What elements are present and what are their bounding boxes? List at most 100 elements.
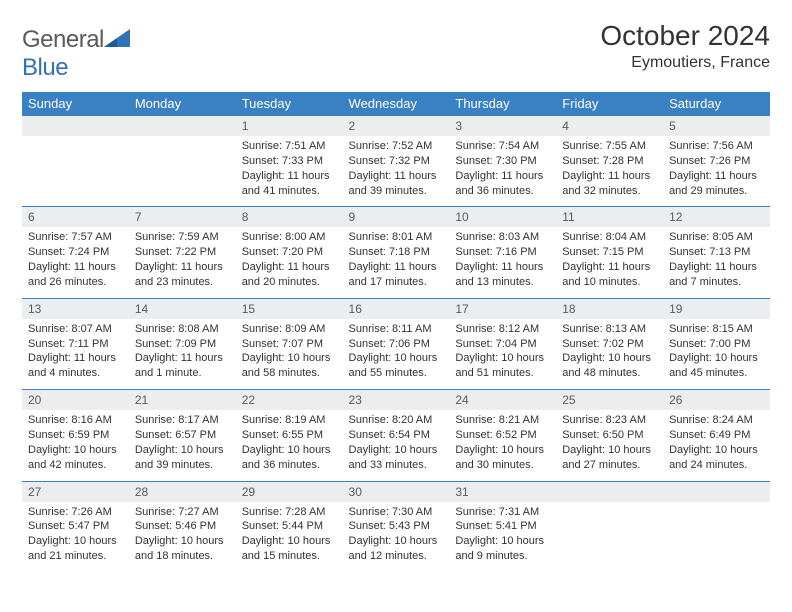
day-content-cell: Sunrise: 8:12 AMSunset: 7:04 PMDaylight:… [449,319,556,390]
day-number-cell: 8 [236,207,343,228]
brand-logo: GeneralBlue [22,20,130,82]
day-content-cell: Sunrise: 8:03 AMSunset: 7:16 PMDaylight:… [449,227,556,298]
day-content-cell: Sunrise: 8:04 AMSunset: 7:15 PMDaylight:… [556,227,663,298]
day-content-cell: Sunrise: 8:09 AMSunset: 7:07 PMDaylight:… [236,319,343,390]
day-content-row: Sunrise: 8:16 AMSunset: 6:59 PMDaylight:… [22,410,770,481]
day-content-cell: Sunrise: 8:21 AMSunset: 6:52 PMDaylight:… [449,410,556,481]
day-content-cell: Sunrise: 8:20 AMSunset: 6:54 PMDaylight:… [343,410,450,481]
day-content-cell: Sunrise: 7:26 AMSunset: 5:47 PMDaylight:… [22,502,129,572]
day-header: Friday [556,92,663,116]
day-number-cell [129,116,236,137]
day-number-cell [22,116,129,137]
day-header: Saturday [663,92,770,116]
day-number-cell: 12 [663,207,770,228]
day-number-cell: 6 [22,207,129,228]
month-title: October 2024 [600,20,770,52]
calendar-body: 12345Sunrise: 7:51 AMSunset: 7:33 PMDayl… [22,116,770,572]
day-number-cell: 31 [449,481,556,502]
day-content-cell: Sunrise: 8:16 AMSunset: 6:59 PMDaylight:… [22,410,129,481]
day-number-cell: 18 [556,298,663,319]
day-content-row: Sunrise: 7:57 AMSunset: 7:24 PMDaylight:… [22,227,770,298]
day-content-cell: Sunrise: 7:57 AMSunset: 7:24 PMDaylight:… [22,227,129,298]
day-header: Thursday [449,92,556,116]
day-number-cell: 24 [449,390,556,411]
day-number-row: 13141516171819 [22,298,770,319]
day-content-cell: Sunrise: 8:00 AMSunset: 7:20 PMDaylight:… [236,227,343,298]
day-header: Sunday [22,92,129,116]
calendar-head: SundayMondayTuesdayWednesdayThursdayFrid… [22,92,770,116]
day-content-cell: Sunrise: 8:05 AMSunset: 7:13 PMDaylight:… [663,227,770,298]
day-number-row: 2728293031 [22,481,770,502]
day-content-cell: Sunrise: 7:56 AMSunset: 7:26 PMDaylight:… [663,136,770,207]
day-content-cell: Sunrise: 8:08 AMSunset: 7:09 PMDaylight:… [129,319,236,390]
day-content-cell: Sunrise: 7:54 AMSunset: 7:30 PMDaylight:… [449,136,556,207]
title-block: October 2024 Eymoutiers, France [600,20,770,72]
day-number-cell: 26 [663,390,770,411]
day-number-cell: 2 [343,116,450,137]
day-number-cell: 27 [22,481,129,502]
day-content-cell: Sunrise: 8:13 AMSunset: 7:02 PMDaylight:… [556,319,663,390]
brand-part2: Blue [22,54,68,81]
location-label: Eymoutiers, France [600,54,770,72]
day-content-cell [556,502,663,572]
day-content-cell: Sunrise: 7:27 AMSunset: 5:46 PMDaylight:… [129,502,236,572]
day-number-cell: 9 [343,207,450,228]
day-number-cell: 23 [343,390,450,411]
day-content-cell: Sunrise: 8:19 AMSunset: 6:55 PMDaylight:… [236,410,343,481]
brand-text: GeneralBlue [22,26,130,82]
day-content-cell: Sunrise: 7:30 AMSunset: 5:43 PMDaylight:… [343,502,450,572]
day-content-cell: Sunrise: 8:11 AMSunset: 7:06 PMDaylight:… [343,319,450,390]
day-number-cell: 10 [449,207,556,228]
day-content-cell: Sunrise: 8:24 AMSunset: 6:49 PMDaylight:… [663,410,770,481]
calendar-table: SundayMondayTuesdayWednesdayThursdayFrid… [22,92,770,572]
day-number-cell: 14 [129,298,236,319]
day-content-cell: Sunrise: 8:07 AMSunset: 7:11 PMDaylight:… [22,319,129,390]
day-number-cell: 1 [236,116,343,137]
day-content-cell: Sunrise: 7:52 AMSunset: 7:32 PMDaylight:… [343,136,450,207]
day-content-cell: Sunrise: 7:55 AMSunset: 7:28 PMDaylight:… [556,136,663,207]
day-number-cell [663,481,770,502]
day-number-cell: 15 [236,298,343,319]
day-number-row: 20212223242526 [22,390,770,411]
day-number-cell: 20 [22,390,129,411]
brand-part1: General [22,26,104,53]
day-content-cell [129,136,236,207]
day-number-cell: 3 [449,116,556,137]
day-number-cell: 28 [129,481,236,502]
day-content-cell: Sunrise: 7:51 AMSunset: 7:33 PMDaylight:… [236,136,343,207]
day-number-row: 12345 [22,116,770,137]
day-number-cell: 5 [663,116,770,137]
day-content-cell: Sunrise: 7:31 AMSunset: 5:41 PMDaylight:… [449,502,556,572]
day-content-cell: Sunrise: 7:59 AMSunset: 7:22 PMDaylight:… [129,227,236,298]
brand-triangle-icon [104,29,130,47]
day-content-cell: Sunrise: 7:28 AMSunset: 5:44 PMDaylight:… [236,502,343,572]
day-number-cell: 19 [663,298,770,319]
day-content-row: Sunrise: 8:07 AMSunset: 7:11 PMDaylight:… [22,319,770,390]
day-content-cell: Sunrise: 8:17 AMSunset: 6:57 PMDaylight:… [129,410,236,481]
day-header: Monday [129,92,236,116]
day-number-cell: 4 [556,116,663,137]
day-content-cell [22,136,129,207]
day-number-cell: 7 [129,207,236,228]
day-header-row: SundayMondayTuesdayWednesdayThursdayFrid… [22,92,770,116]
day-content-cell: Sunrise: 8:23 AMSunset: 6:50 PMDaylight:… [556,410,663,481]
day-content-cell: Sunrise: 8:01 AMSunset: 7:18 PMDaylight:… [343,227,450,298]
day-number-cell: 16 [343,298,450,319]
day-header: Wednesday [343,92,450,116]
day-number-row: 6789101112 [22,207,770,228]
day-number-cell [556,481,663,502]
day-content-cell: Sunrise: 8:15 AMSunset: 7:00 PMDaylight:… [663,319,770,390]
day-number-cell: 29 [236,481,343,502]
day-number-cell: 25 [556,390,663,411]
day-content-cell [663,502,770,572]
day-content-row: Sunrise: 7:51 AMSunset: 7:33 PMDaylight:… [22,136,770,207]
day-number-cell: 17 [449,298,556,319]
day-number-cell: 22 [236,390,343,411]
day-content-row: Sunrise: 7:26 AMSunset: 5:47 PMDaylight:… [22,502,770,572]
day-number-cell: 11 [556,207,663,228]
day-number-cell: 21 [129,390,236,411]
day-header: Tuesday [236,92,343,116]
page-header: GeneralBlue October 2024 Eymoutiers, Fra… [22,20,770,82]
day-number-cell: 30 [343,481,450,502]
day-number-cell: 13 [22,298,129,319]
